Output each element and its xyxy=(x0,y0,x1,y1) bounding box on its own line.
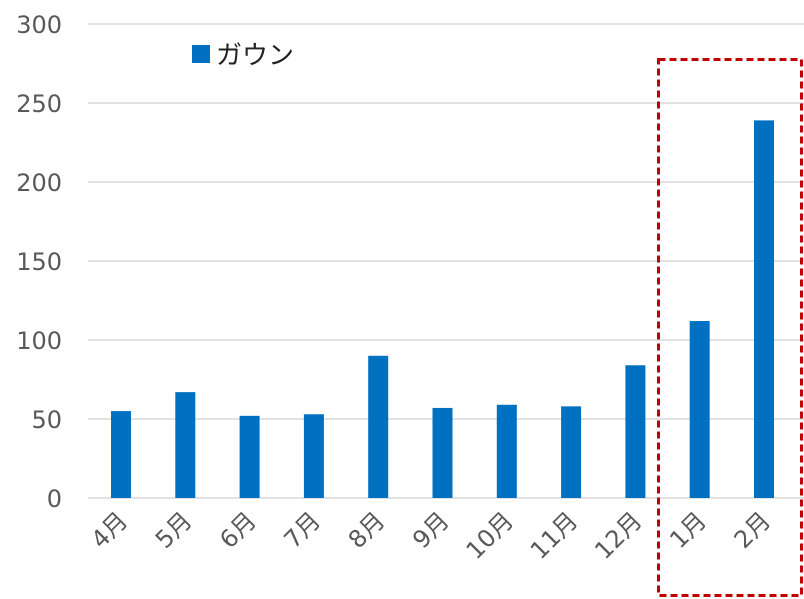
x-tick-label: 4月 xyxy=(86,506,134,554)
bar xyxy=(368,355,389,498)
highlight-box xyxy=(657,58,803,597)
highlight-rect xyxy=(657,58,803,597)
bar xyxy=(625,365,646,498)
bar xyxy=(239,415,260,498)
bar xyxy=(496,404,517,498)
bar xyxy=(303,414,324,498)
y-tick-label: 150 xyxy=(16,248,62,276)
bar xyxy=(432,407,453,498)
x-tick-label: 9月 xyxy=(407,506,455,554)
x-tick-label: 1月 xyxy=(664,506,712,554)
x-tick-label: 7月 xyxy=(279,506,327,554)
y-tick-label: 0 xyxy=(47,485,62,513)
y-tick-label: 100 xyxy=(16,327,62,355)
bar xyxy=(175,392,196,498)
y-tick-label: 250 xyxy=(16,90,62,118)
y-axis-ticks: 0 50 100 150 200 250 300 xyxy=(16,11,62,513)
y-tick-label: 300 xyxy=(16,11,62,39)
y-tick-label: 200 xyxy=(16,169,62,197)
x-tick-label: 5月 xyxy=(150,506,198,554)
x-tick-label: 2月 xyxy=(729,506,777,554)
x-tick-label: 12月 xyxy=(589,506,647,564)
x-tick-label: 6月 xyxy=(214,506,262,554)
legend-label: ガウン xyxy=(216,41,294,71)
x-tick-label: 10月 xyxy=(461,506,519,564)
bar xyxy=(561,406,582,498)
gridlines xyxy=(88,23,804,499)
y-tick-label: 50 xyxy=(31,406,62,434)
legend: ガウン xyxy=(192,41,294,71)
x-tick-label: 11月 xyxy=(525,506,583,564)
bar xyxy=(689,321,710,498)
x-axis-ticks: 4月 5月 6月 7月 8月 9月 10月 11月 12月 1月 2月 xyxy=(86,506,777,564)
bar xyxy=(111,411,131,498)
bars xyxy=(111,120,774,498)
x-tick-label: 8月 xyxy=(343,506,391,554)
legend-swatch xyxy=(192,45,210,63)
bar xyxy=(754,120,774,498)
